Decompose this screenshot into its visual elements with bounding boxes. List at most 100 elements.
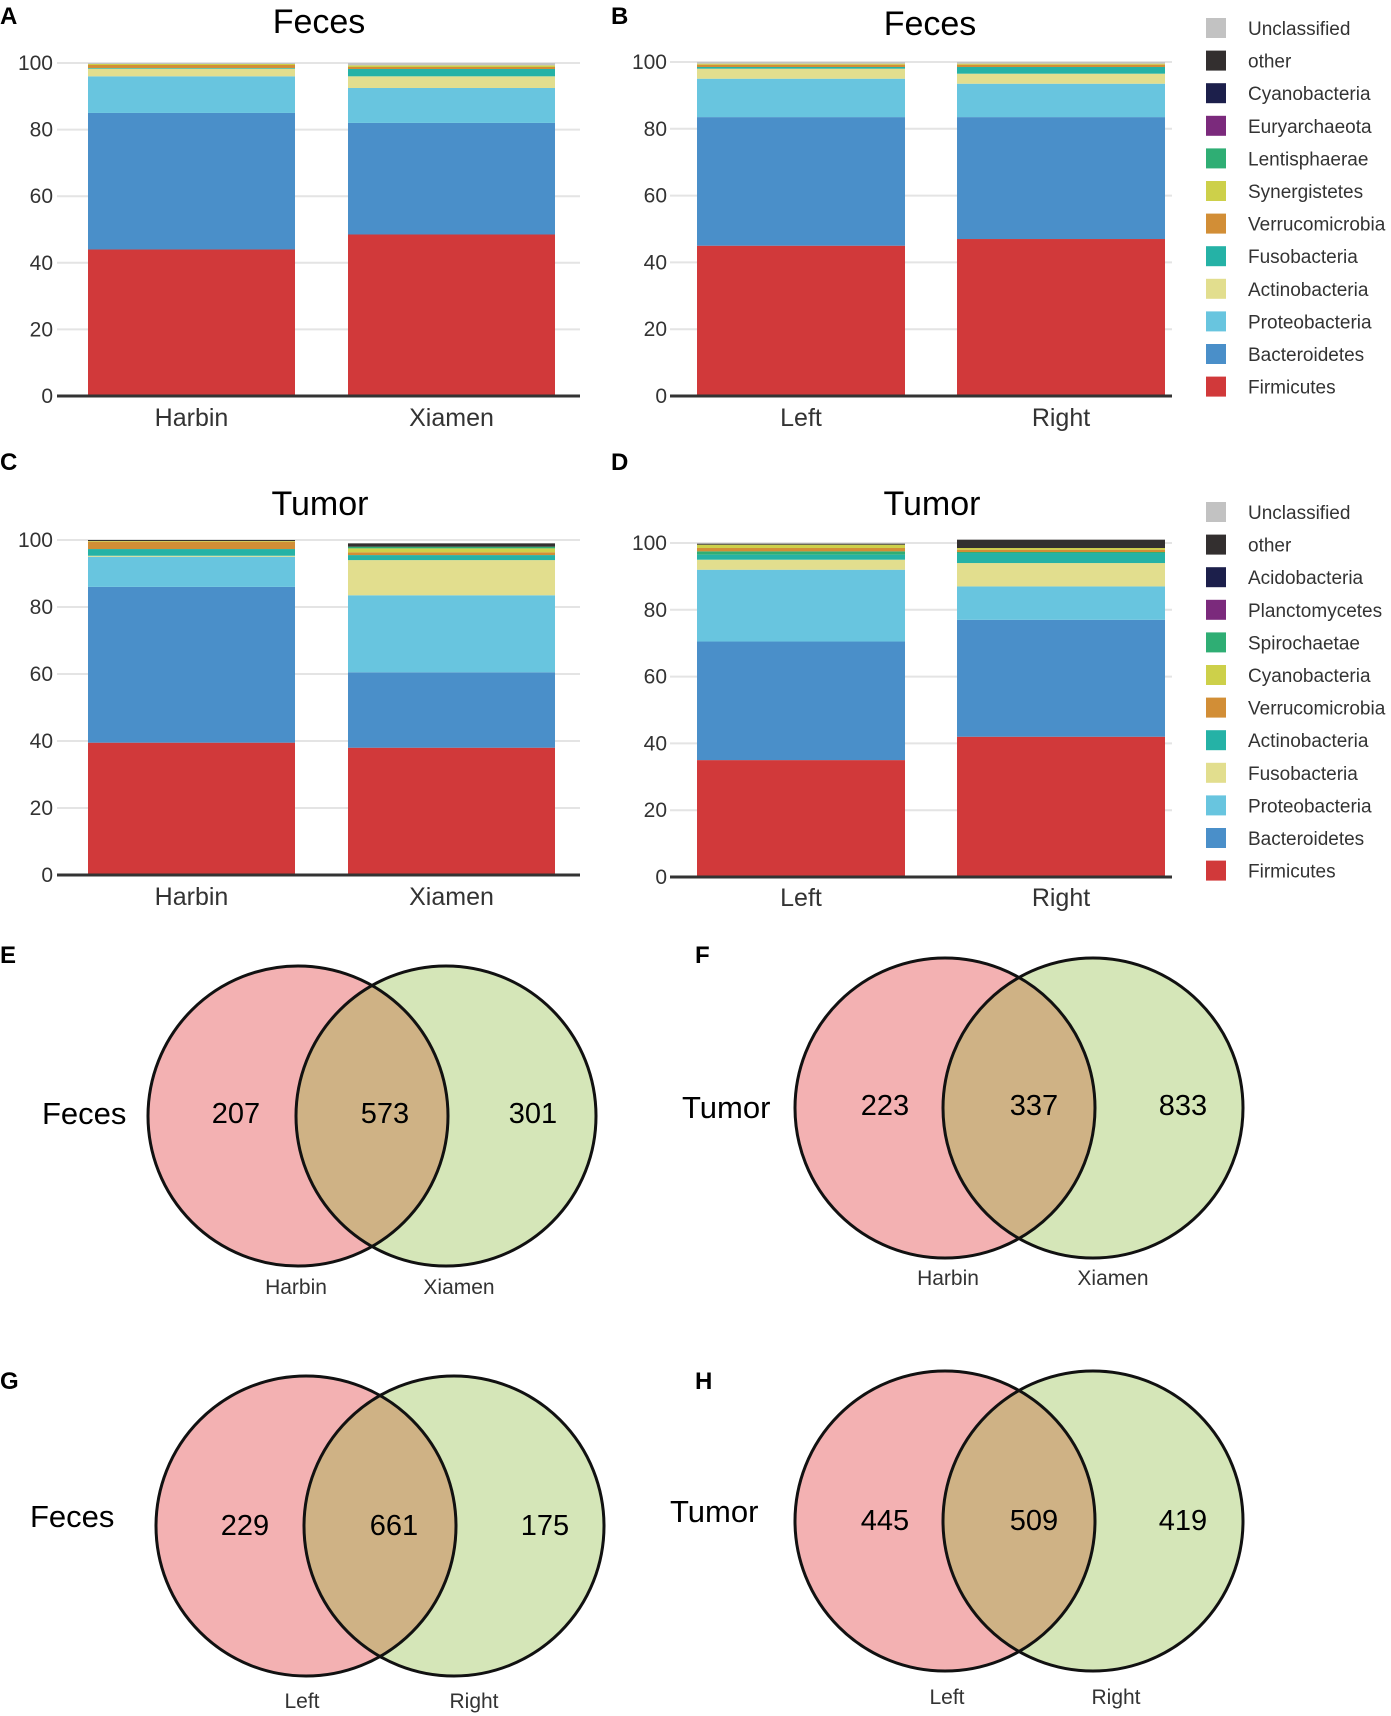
legend-feces-swatch-verrucomicrobia (1206, 213, 1226, 234)
chart-title-b: Feces (884, 5, 977, 43)
bar-d-left-bacteroidetes (697, 641, 905, 761)
venn-h-right-outline (941, 1369, 1245, 1673)
bar-d-left-verrucomicrobia (697, 548, 905, 552)
y-tick-label-c-80: 80 (30, 596, 53, 619)
panel-letter-e: E (0, 942, 16, 969)
bar-a-harbin-firmicutes (88, 249, 295, 396)
x-category-label-a-harbin: Harbin (155, 404, 229, 432)
y-tick-label-c-0: 0 (41, 864, 53, 887)
legend-tumor-swatch-actinobacteria (1206, 730, 1226, 751)
bar-b-right-synergistetes (957, 63, 1165, 65)
venn-f-right-outline (941, 956, 1245, 1260)
bar-d-right-other (957, 539, 1165, 549)
venn-e-left-outline (146, 964, 450, 1268)
venn-g-right-outline (302, 1374, 606, 1678)
bar-a-harbin-unclassified (88, 63, 295, 64)
legend-tumor-label-bacteroidetes: Bacteroidetes (1248, 829, 1364, 850)
legend-tumor-swatch-spirochaetae (1206, 632, 1226, 653)
legend-tumor-label-fusobacteria: Fusobacteria (1248, 764, 1358, 785)
legend-feces-swatch-bacteroidetes (1206, 344, 1226, 364)
venn-g-overlap (304, 1376, 456, 1676)
bar-d-left-actinobacteria (697, 554, 905, 560)
y-tick-label-a-80: 80 (30, 119, 53, 142)
legend-feces-label-firmicutes: Firmicutes (1248, 378, 1336, 399)
y-tick-label-a-0: 0 (41, 385, 53, 408)
bar-a-xiamen-synergistetes (348, 65, 555, 67)
legend-tumor-swatch-proteobacteria (1206, 795, 1226, 816)
venn-f-right-count: 833 (1159, 1090, 1207, 1122)
venn-g-left-count: 229 (221, 1510, 269, 1542)
venn-f-left-set-label: Harbin (917, 1267, 979, 1290)
x-category-label-c-xiamen: Xiamen (409, 883, 494, 911)
x-category-label-b-left: Left (780, 404, 822, 432)
legend-tumor-label-cyanobacteria: Cyanobacteria (1248, 666, 1371, 687)
x-category-label-d-left: Left (780, 884, 822, 912)
venn-e: E Feces 207 573 301 Harbin Xiamen (0, 942, 598, 1299)
venn-h-left-count: 445 (861, 1505, 909, 1537)
bar-b-left-unclassified (697, 62, 905, 64)
y-tick-label-c-20: 20 (30, 797, 53, 820)
legend-tumor-label-actinobacteria: Actinobacteria (1248, 731, 1369, 752)
legend-feces-label-actinobacteria: Actinobacteria (1248, 280, 1369, 301)
panel-d: D Tumor 0 20 40 60 80 100 Left Right (611, 449, 1172, 912)
bar-c-harbin-other (88, 540, 295, 542)
bar-d-right-bacteroidetes (957, 619, 1165, 737)
venn-h-overlap (943, 1371, 1095, 1671)
y-tick-label-d-0: 0 (655, 866, 667, 889)
venn-g-right-set-label: Right (449, 1690, 498, 1713)
bar-b-left-actinobacteria (697, 68, 905, 79)
legend-feces-swatch-cyanobacteria (1206, 83, 1226, 104)
legend-tumor-swatch-fusobacteria (1206, 762, 1226, 783)
legend-tumor-label-spirochaetae: Spirochaetae (1248, 633, 1360, 654)
bar-d-right-spirochaetae (957, 552, 1165, 554)
bar-c-xiamen-fusobacteria (348, 560, 555, 596)
bar-a-xiamen-actinobacteria (348, 76, 555, 88)
y-tick-label-b-20: 20 (644, 318, 667, 341)
bar-d-left-fusobacteria (697, 559, 905, 570)
bar-b-left-synergistetes (697, 63, 905, 65)
legend-feces-label-bacteroidetes: Bacteroidetes (1248, 345, 1364, 366)
chart-title-c: Tumor (272, 485, 369, 523)
venn-e-shared-count: 573 (361, 1098, 409, 1130)
chart-title-a: Feces (273, 3, 366, 41)
bar-c-harbin-bacteroidetes (88, 586, 295, 743)
bar-c-harbin-actinobacteria (88, 549, 295, 556)
legend-feces-swatch-synergistetes (1206, 181, 1226, 201)
bar-d-left-cyanobacteria (697, 544, 905, 549)
legend-tumor-label-proteobacteria: Proteobacteria (1248, 796, 1372, 817)
venn-e-overlap (296, 966, 448, 1266)
legend-feces-label-synergistetes: Synergistetes (1248, 182, 1363, 203)
legend-tumor-label-verrucomicrobia: Verrucomicrobia (1248, 699, 1386, 720)
bar-d-right-actinobacteria (957, 553, 1165, 564)
panel-letter-f: F (695, 942, 710, 969)
legend-feces-label-euryarchaeota: Euryarchaeota (1248, 117, 1372, 138)
bar-c-harbin-cyanobacteria (88, 541, 295, 542)
legend-feces-swatch-unclassified (1206, 18, 1226, 38)
venn-h-side-label: Tumor (670, 1494, 758, 1529)
venn-g: G Feces 229 661 175 Left Right (0, 1368, 606, 1713)
y-tick-label-b-80: 80 (644, 118, 667, 141)
bar-b-right-unclassified (957, 62, 1165, 64)
bar-c-xiamen-proteobacteria (348, 595, 555, 673)
legend-feces-label-lentisphaerae: Lentisphaerae (1248, 149, 1368, 170)
bar-d-right-fusobacteria (957, 563, 1165, 587)
bar-b-right-verrucomicrobia (957, 64, 1165, 68)
legend-tumor-label-other: other (1248, 536, 1292, 557)
panel-c: C Tumor 0 20 40 60 80 100 Harbin Xiamen (0, 449, 580, 911)
legend-feces-swatch-fusobacteria (1206, 246, 1226, 267)
venn-g-side-label: Feces (30, 1499, 114, 1534)
legend-feces-label-cyanobacteria: Cyanobacteria (1248, 84, 1371, 105)
panel-letter-g: G (0, 1368, 19, 1395)
venn-f-overlap (943, 958, 1095, 1258)
y-tick-label-a-100: 100 (18, 52, 53, 75)
bar-d-left-proteobacteria (697, 569, 905, 642)
legend-tumor-swatch-unclassified (1206, 502, 1226, 522)
bar-c-xiamen-spirochaetae (348, 546, 555, 549)
bar-b-left-verrucomicrobia (697, 64, 905, 68)
y-tick-label-b-60: 60 (644, 185, 667, 208)
venn-g-shared-count: 661 (370, 1510, 418, 1542)
venn-e-right-set-label: Xiamen (423, 1276, 494, 1299)
legend-tumor-swatch-firmicutes (1206, 860, 1226, 881)
venn-h: H Tumor 445 509 419 Left Right (670, 1368, 1245, 1709)
bar-d-left-firmicutes (697, 760, 905, 877)
